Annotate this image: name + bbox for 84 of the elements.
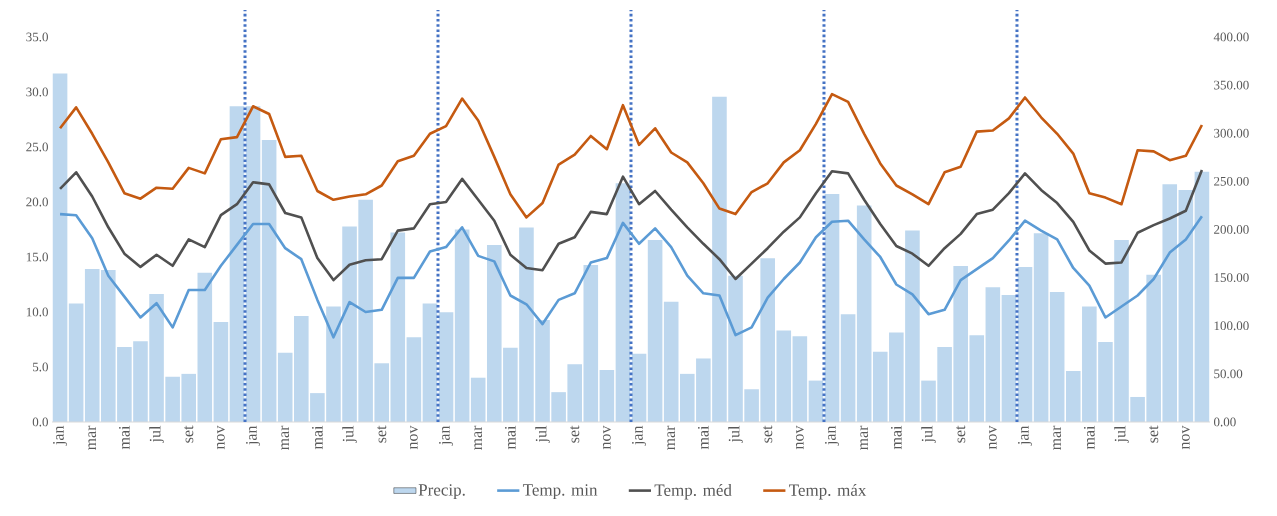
x-tick-label: mai [890, 425, 902, 450]
bar [68, 303, 84, 422]
legend-label: Temp. máx [789, 483, 867, 500]
x-tick-label: nov [1181, 425, 1190, 450]
y-tick-label: 5.0 [32, 362, 48, 372]
x-tick-label: nov [217, 425, 225, 450]
line-series [58, 168, 1204, 282]
bar [261, 139, 277, 422]
x-tick-label: mai [505, 425, 516, 450]
x-tick-label: jan [825, 425, 840, 446]
y2-tick-label: 350.00 [1214, 80, 1249, 90]
bar [422, 303, 438, 422]
y2-tick-label: 50.00 [1214, 369, 1243, 379]
line-series [58, 212, 1204, 339]
x-tick-label: nov [410, 425, 418, 450]
bar [229, 106, 245, 422]
bar [454, 229, 470, 422]
x-tick-label: mai [119, 425, 130, 450]
bar [1033, 233, 1049, 422]
bar [1178, 190, 1194, 422]
x-tick-label: nov [988, 425, 997, 450]
y2-tick-label: 0.00 [1213, 417, 1236, 427]
bar [1194, 171, 1210, 422]
bar [856, 205, 872, 422]
x-tick-label: jul [342, 425, 357, 443]
bar [1001, 294, 1017, 422]
x-tick-label: jan [632, 425, 647, 446]
x-tick-label: mai [697, 425, 709, 450]
y2-tick-label: 150.00 [1214, 273, 1249, 283]
bar [1017, 267, 1033, 422]
x-tick-label: mar [860, 425, 869, 451]
x-tick-label: jul [535, 425, 550, 443]
x-tick-label: mai [1083, 425, 1095, 450]
bar [1049, 292, 1065, 422]
legend-label: Temp. min [522, 484, 598, 500]
bar [406, 337, 422, 422]
x-tick-label: jul [149, 425, 164, 443]
x-tick-label: mar [667, 425, 676, 451]
x-tick-label: mai [312, 425, 323, 450]
x-tick-label: set [570, 425, 580, 443]
x-tick-label: mar [474, 425, 483, 451]
x-tick-label: mar [281, 425, 290, 451]
x-tick-label: jan [1018, 425, 1033, 446]
line-series [58, 92, 1204, 219]
bar [647, 240, 663, 422]
bar [52, 73, 68, 422]
x-tick-label: jul [1114, 425, 1129, 443]
x-tick-label: set [377, 425, 387, 443]
bar [599, 370, 615, 422]
bar [840, 314, 856, 422]
x-tick-label: jan [53, 425, 68, 446]
x-tick-label: jul [728, 425, 743, 443]
y-tick-label: 35.0 [26, 32, 48, 42]
x-tick-label: nov [796, 425, 804, 450]
y-tick-label: 15.0 [26, 252, 48, 262]
x-tick-label: mar [1053, 425, 1062, 451]
y-tick-label: 10.0 [26, 307, 48, 317]
y2-tick-label: 250.00 [1214, 176, 1249, 186]
bar [438, 312, 454, 422]
x-tick-label: jul [921, 425, 936, 443]
x-tick-label: jan [439, 425, 454, 446]
legend-label: Precip. [418, 484, 465, 500]
x-tick-label: mar [88, 425, 97, 451]
y-tick-label: 30.0 [26, 87, 48, 97]
y-tick-label: 0.0 [32, 417, 48, 427]
bar [213, 321, 229, 422]
y2-tick-label: 400.00 [1213, 32, 1249, 42]
bar [985, 287, 1001, 422]
x-tick-label: set [1149, 425, 1159, 443]
y2-tick-label: 200.00 [1214, 225, 1249, 234]
x-tick-label: set [763, 425, 773, 443]
x-tick-label: set [184, 425, 194, 443]
x-tick-label: nov [603, 425, 611, 450]
x-tick-label: jan [246, 425, 261, 446]
bar [824, 193, 840, 422]
x-tick-label: set [956, 425, 966, 443]
legend-label: Temp. méd [654, 483, 732, 500]
y-tick-label: 25.0 [26, 142, 48, 152]
y-tick-label: 20.0 [26, 197, 48, 207]
y2-tick-label: 300.00 [1214, 128, 1249, 138]
bar [631, 353, 647, 422]
bar [663, 301, 679, 422]
y2-tick-label: 100.00 [1214, 321, 1249, 331]
bar [792, 336, 808, 422]
